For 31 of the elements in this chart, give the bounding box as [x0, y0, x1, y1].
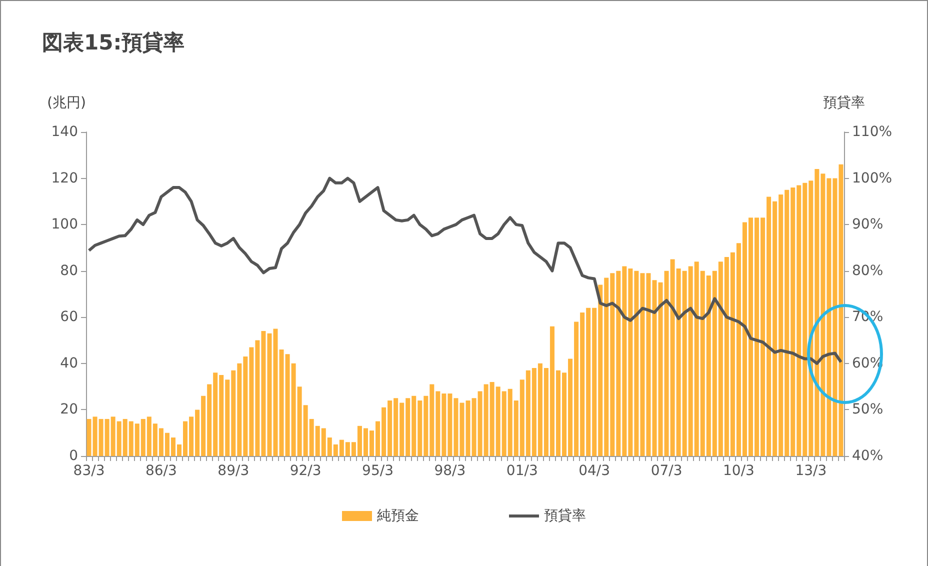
y2-tick-label: 100%: [852, 170, 892, 186]
x-tick-label: 13/3: [795, 463, 827, 479]
x-tick-label: 01/3: [506, 463, 538, 479]
y-axis-title: (兆円): [47, 95, 86, 111]
y-tick-label: 80: [60, 262, 78, 279]
y-tick-label: 100: [51, 216, 78, 233]
legend-label: 預貸率: [544, 508, 586, 524]
y2-tick-label: 90%: [852, 216, 884, 233]
x-tick-label: 04/3: [578, 463, 610, 479]
y-tick-label: 120: [51, 170, 78, 186]
y-tick-label: 40: [60, 355, 78, 372]
x-tick-label: 07/3: [650, 463, 682, 479]
x-tick-label: 95/3: [362, 463, 394, 479]
x-tick-label: 98/3: [434, 463, 466, 479]
x-tick-label: 83/3: [73, 463, 105, 479]
y2-tick-label: 50%: [852, 402, 884, 418]
y-tick-label: 140: [51, 124, 78, 140]
x-tick-label: 10/3: [722, 463, 754, 479]
y2-axis-title: 預貸率: [823, 95, 865, 111]
y2-tick-label: 110%: [852, 124, 892, 140]
line-series: [88, 176, 842, 365]
y-tick-label: 60: [60, 309, 78, 326]
x-tick-label: 92/3: [290, 463, 322, 479]
y2-tick-label: 80%: [852, 262, 884, 279]
x-tick-label: 86/3: [145, 463, 177, 479]
y2-tick-label: 40%: [852, 448, 884, 464]
x-tick-label: 89/3: [218, 463, 250, 479]
y-tick-label: 20: [60, 402, 78, 418]
y-tick-label: 0: [69, 448, 78, 464]
chart-title: 図表15:預貸率: [42, 30, 185, 54]
legend-label: 純預金: [377, 508, 419, 524]
